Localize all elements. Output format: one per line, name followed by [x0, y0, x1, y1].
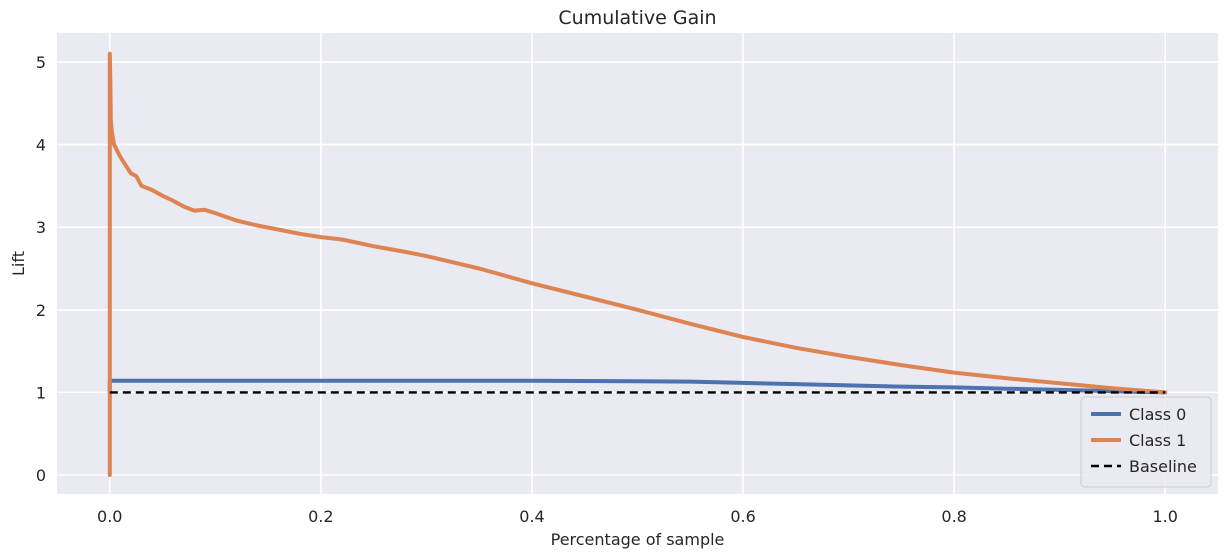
y-tick-label: 2: [36, 301, 46, 320]
series-line-class-0: [107, 378, 1168, 395]
legend-label-class-1: Class 1: [1129, 431, 1186, 450]
x-axis-label: Percentage of sample: [551, 530, 725, 549]
x-tick-label: 0.0: [97, 507, 122, 526]
y-axis-label: Lift: [9, 251, 28, 276]
plot-area: [57, 33, 1218, 494]
series-line-class-1: [107, 51, 1168, 477]
y-tick-label: 5: [36, 53, 46, 72]
legend: Class 0 Class 1 Baseline: [1080, 396, 1212, 488]
y-tick-label: 1: [36, 383, 46, 402]
legend-box: [1080, 396, 1212, 488]
x-tick-label: 0.4: [519, 507, 544, 526]
legend-label-baseline: Baseline: [1129, 457, 1197, 476]
x-tick-label: 0.2: [308, 507, 333, 526]
y-tick-label: 4: [36, 136, 46, 155]
x-tick-label: 0.6: [730, 507, 755, 526]
legend-label-class-0: Class 0: [1129, 405, 1186, 424]
chart-title: Cumulative Gain: [558, 7, 716, 29]
x-tick-label: 1.0: [1153, 507, 1178, 526]
y-tick-label: 3: [36, 218, 46, 237]
y-tick-label: 0: [36, 466, 46, 485]
series-layer: [107, 51, 1168, 477]
x-tick-label: 0.8: [941, 507, 966, 526]
ticks: 0.0 0.2 0.4 0.6 0.8 1.0 0 1 2 3 4 5: [36, 53, 1178, 526]
